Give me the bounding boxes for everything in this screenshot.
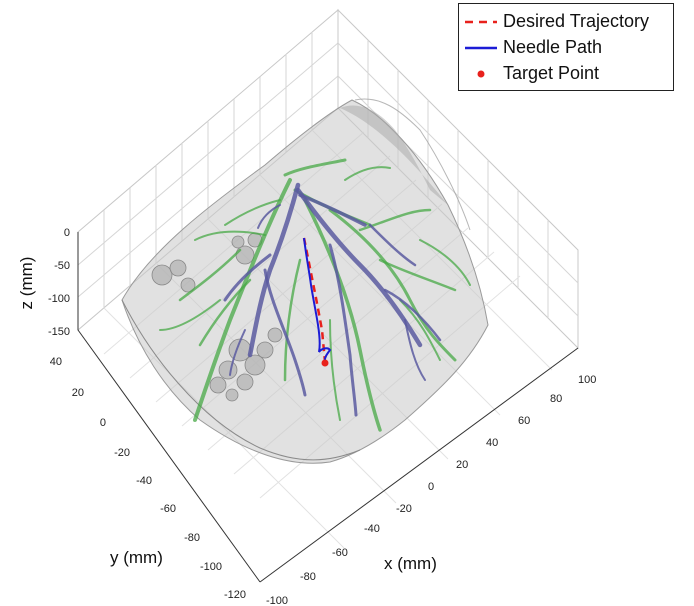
z-tick-label: -100 (48, 293, 70, 305)
y-axis-ticks: 40 20 0 -20 -40 -60 -80 -100 -120 (50, 356, 246, 601)
legend: Desired Trajectory Needle Path Target Po… (458, 3, 674, 91)
blue-vessels (223, 182, 442, 417)
x-tick-label: 100 (578, 374, 596, 386)
legend-label: Needle Path (503, 37, 603, 57)
x-tick-label: -20 (396, 503, 412, 515)
y-tick-label: 20 (72, 387, 84, 399)
x-axis-ticks: -100 -80 -60 -40 -20 0 20 40 60 80 100 (266, 374, 596, 606)
needle-path-line (303, 237, 332, 363)
y-tick-label: -80 (184, 532, 200, 544)
y-tick-label: -40 (136, 475, 152, 487)
y-tick-label: 0 (100, 417, 106, 429)
legend-entry-desired-trajectory: Desired Trajectory (459, 10, 673, 34)
green-vessels (159, 158, 471, 432)
legend-entry-needle-path: Needle Path (459, 36, 673, 60)
y-tick-label: -20 (114, 447, 130, 459)
x-tick-label: -40 (364, 523, 380, 535)
x-tick-label: -60 (332, 547, 348, 559)
z-axis-label: z (mm) (17, 257, 36, 310)
target-point-marker (321, 359, 329, 367)
legend-label: Desired Trajectory (503, 11, 650, 31)
dot-marker-swatch-icon (477, 70, 485, 78)
desired-trajectory-line (302, 237, 327, 363)
dashed-line-swatch-icon (465, 20, 497, 24)
z-tick-label: 0 (64, 227, 70, 239)
legend-label: Target Point (503, 63, 600, 83)
x-tick-label: 0 (428, 481, 434, 493)
organ-shell (121, 98, 489, 464)
x-tick-label: -100 (266, 595, 288, 606)
z-axis-ticks: 0 -50 -100 -150 (48, 227, 70, 338)
x-axis-label: x (mm) (384, 554, 437, 573)
axis-lines (77, 232, 579, 583)
solid-line-swatch-icon (465, 46, 497, 50)
z-tick-label: -50 (54, 260, 70, 272)
x-tick-label: 20 (456, 459, 468, 471)
y-axis-label: y (mm) (110, 548, 163, 567)
x-tick-label: 60 (518, 415, 530, 427)
y-tick-label: -100 (200, 561, 222, 573)
z-tick-label: -150 (48, 326, 70, 338)
y-tick-label: 40 (50, 356, 62, 368)
legend-entry-target-point: Target Point (459, 62, 673, 86)
y-tick-label: -120 (224, 589, 246, 601)
gray-blobs (151, 232, 283, 402)
x-tick-label: -80 (300, 571, 316, 583)
x-tick-label: 80 (550, 393, 562, 405)
y-tick-label: -60 (160, 503, 176, 515)
x-tick-label: 40 (486, 437, 498, 449)
